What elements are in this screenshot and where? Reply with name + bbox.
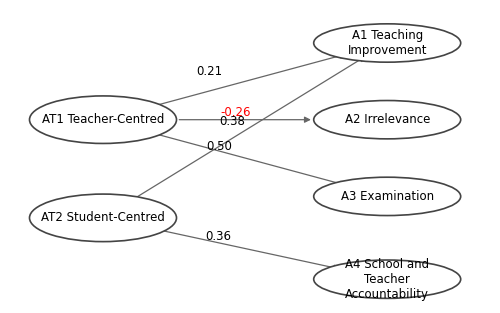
Ellipse shape — [314, 100, 460, 139]
Text: 0.36: 0.36 — [206, 230, 232, 244]
Ellipse shape — [314, 260, 460, 298]
Ellipse shape — [30, 96, 176, 143]
Text: A4 School and
Teacher
Accountability: A4 School and Teacher Accountability — [345, 258, 430, 301]
Ellipse shape — [30, 194, 176, 242]
Ellipse shape — [314, 24, 460, 62]
Text: 0.21: 0.21 — [196, 65, 222, 78]
Text: A2 Irrelevance: A2 Irrelevance — [344, 113, 430, 126]
Ellipse shape — [314, 177, 460, 216]
Text: 0.50: 0.50 — [206, 140, 232, 153]
Text: AT2 Student-Centred: AT2 Student-Centred — [41, 211, 165, 224]
Text: A1 Teaching
Improvement: A1 Teaching Improvement — [348, 29, 427, 57]
Text: A3 Examination: A3 Examination — [340, 190, 434, 203]
Text: -0.26: -0.26 — [220, 105, 250, 119]
Text: AT1 Teacher-Centred: AT1 Teacher-Centred — [42, 113, 164, 126]
Text: 0.38: 0.38 — [220, 115, 246, 128]
